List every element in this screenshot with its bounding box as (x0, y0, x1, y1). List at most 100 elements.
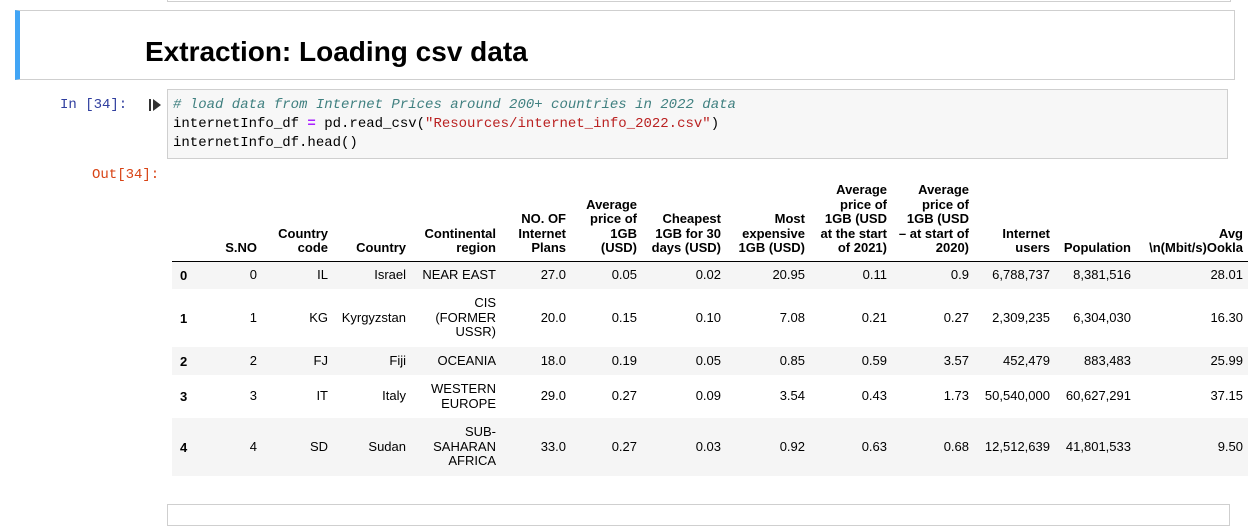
table-cell: NEAR EAST (422, 267, 496, 282)
table-cell: IT (316, 388, 328, 404)
column-header-internet-plans: NO. OF Internet Plans (501, 183, 571, 262)
table-cell: 37.15 (1210, 388, 1243, 404)
table-cell: 60,627,291 (1065, 388, 1131, 404)
table-row: 4 4 SD Sudan SUB-SAHARAN AFRICA 33.0 0.2… (172, 418, 1248, 476)
table-cell: 0.02 (695, 267, 721, 282)
column-header-index (172, 183, 202, 262)
code-line-2: internetInfo_df = pd.read_csv("Resources… (173, 116, 720, 132)
row-index: 2 (180, 353, 188, 369)
markdown-heading: Extraction: Loading csv data (145, 36, 528, 67)
table-cell: IL (317, 267, 328, 282)
table-cell: 452,479 (1003, 352, 1050, 368)
table-cell: 0.15 (611, 309, 637, 325)
table-cell: 0.68 (943, 438, 969, 454)
table-cell: 0.03 (695, 438, 721, 454)
table-cell: 0.19 (611, 352, 637, 368)
table-cell: 0.27 (611, 388, 637, 404)
code-comment: # load data from Internet Prices around … (173, 97, 736, 113)
table-cell: 1.73 (943, 388, 969, 404)
table-cell: 0.63 (861, 438, 887, 454)
table-cell: 6,788,737 (992, 267, 1050, 282)
table-cell: 3.54 (779, 388, 805, 404)
table-cell: Fiji (389, 352, 406, 368)
table-cell: 0 (249, 267, 257, 282)
table-cell: 33.0 (540, 438, 566, 454)
input-prompt: In [34]: (60, 97, 128, 113)
table-cell: 0.21 (861, 309, 887, 325)
table-cell: 20.95 (772, 267, 805, 282)
table-cell: 9.50 (1217, 438, 1243, 454)
table-cell: CIS (FORMER USSR) (435, 295, 496, 340)
row-index: 3 (180, 389, 188, 404)
next-cell[interactable] (167, 504, 1230, 526)
table-cell: 0.85 (779, 352, 805, 368)
table-cell: Italy (382, 388, 406, 404)
table-cell: 7.08 (779, 309, 805, 325)
table-cell: SUB-SAHARAN AFRICA (433, 424, 496, 469)
table-cell: 41,801,533 (1065, 438, 1131, 454)
table-cell: 12,512,639 (984, 438, 1050, 454)
row-index: 1 (180, 310, 188, 326)
table-cell: 4 (249, 438, 257, 454)
code-line-3: internetInfo_df.head() (173, 135, 358, 151)
table-cell: Israel (374, 267, 406, 282)
table-cell: 3.57 (943, 352, 969, 368)
column-header-country: Country (333, 183, 411, 262)
table-cell: 0.09 (695, 388, 721, 404)
table-cell: 8,381,516 (1073, 267, 1131, 282)
table-cell: 0.43 (861, 388, 887, 404)
table-cell: 0.9 (950, 267, 969, 282)
previous-cell[interactable] (167, 0, 1231, 2)
table-cell: 0.05 (611, 267, 637, 282)
table-cell: 0.27 (611, 438, 637, 454)
table-cell: WESTERN EUROPE (431, 381, 496, 411)
table-cell: 25.99 (1210, 352, 1243, 368)
column-header-continental-region: Continental region (411, 183, 501, 262)
row-index: 0 (180, 267, 188, 283)
column-header-sno: S.NO (202, 183, 262, 262)
dataframe-table: S.NO Country code Country Continental re… (172, 182, 1248, 476)
table-cell: 2,309,235 (992, 309, 1050, 325)
column-header-cheapest: Cheapest 1GB for 30 days (USD) (642, 183, 726, 262)
table-cell: 0.11 (862, 267, 887, 282)
column-header-internet-users: Internet users (974, 183, 1055, 262)
table-cell: FJ (313, 352, 328, 368)
table-cell: 16.30 (1210, 309, 1243, 325)
table-cell: 2 (249, 352, 257, 368)
table-row: 3 3 IT Italy WESTERN EUROPE 29.0 0.27 0.… (172, 375, 1248, 418)
table-cell: 883,483 (1084, 352, 1131, 368)
column-header-ookla: Avg \n(Mbit/s)Ookla (1136, 183, 1248, 262)
table-row: 2 2 FJ Fiji OCEANIA 18.0 0.19 0.05 0.85 … (172, 347, 1248, 375)
column-header-average-price: Average price of 1GB (USD) (571, 183, 642, 262)
table-cell: OCEANIA (437, 352, 496, 368)
table-cell: 0.10 (695, 309, 721, 325)
table-cell: 50,540,000 (984, 388, 1050, 404)
table-cell: 0.92 (779, 438, 805, 454)
output-prompt: Out[34]: (92, 167, 160, 183)
run-cell-icon[interactable] (148, 98, 162, 112)
table-cell: 1 (249, 309, 257, 325)
markdown-cell[interactable]: Extraction: Loading csv data (15, 10, 1235, 80)
table-cell: 20.0 (540, 309, 566, 325)
column-header-country-code: Country code (262, 183, 333, 262)
column-header-average-2020: Average price of 1GB (USD – at start of … (892, 182, 974, 262)
table-cell: 28.01 (1210, 267, 1243, 282)
table-cell: 18.0 (540, 352, 566, 368)
table-cell: 0.27 (943, 309, 969, 325)
table-cell: 3 (249, 388, 257, 404)
table-cell: 27.0 (540, 267, 566, 282)
column-header-average-2021: Average price of 1GB (USD at the start o… (810, 182, 892, 262)
table-cell: KG (309, 309, 328, 325)
table-cell: 0.05 (695, 352, 721, 368)
table-cell: SD (309, 438, 328, 454)
table-row: 1 1 KG Kyrgyzstan CIS (FORMER USSR) 20.0… (172, 289, 1248, 347)
table-cell: 29.0 (540, 388, 566, 404)
code-editor[interactable]: # load data from Internet Prices around … (167, 89, 1228, 159)
row-index: 4 (180, 439, 188, 455)
table-cell: 6,304,030 (1073, 309, 1131, 325)
column-header-most-expensive: Most expensive 1GB (USD) (726, 183, 810, 262)
table-cell: 0.59 (861, 352, 887, 368)
table-header-row: S.NO Country code Country Continental re… (172, 182, 1248, 262)
column-header-population: Population (1055, 183, 1136, 262)
table-cell: Kyrgyzstan (341, 309, 406, 325)
